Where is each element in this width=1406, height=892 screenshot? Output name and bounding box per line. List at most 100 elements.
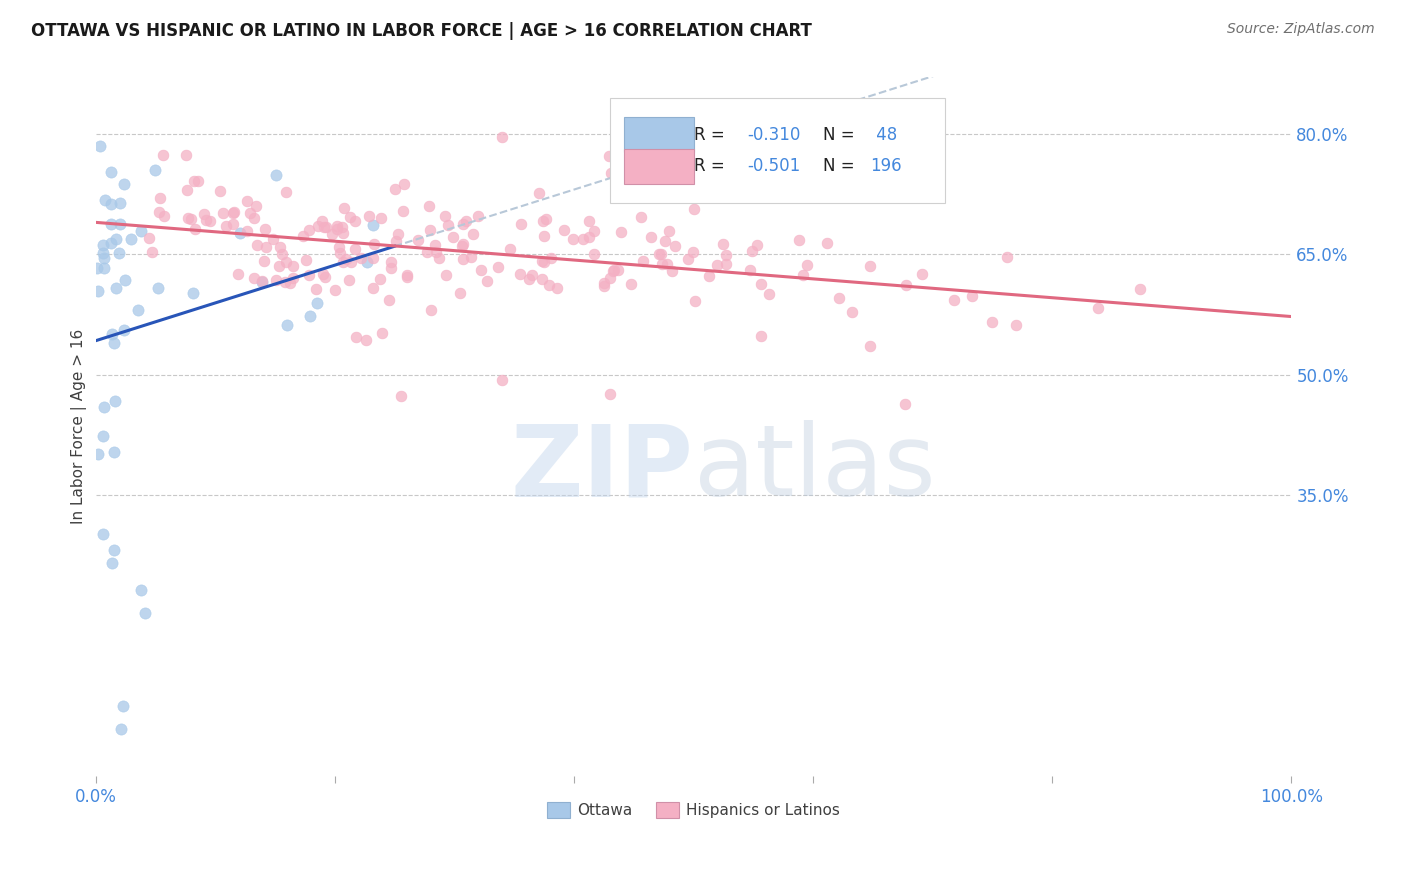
Point (177, 211, 200, 225)
Text: R =: R = (693, 126, 730, 144)
Point (578, 230, 600, 244)
Point (706, 258, 728, 272)
Point (86, 260, 108, 275)
Point (114, 273, 136, 287)
Point (789, 233, 811, 247)
Point (510, 218, 533, 232)
Point (253, 253, 276, 268)
Point (491, 130, 513, 145)
Point (340, 255, 363, 269)
Point (683, 294, 706, 309)
Point (236, 223, 259, 237)
Point (339, 211, 361, 225)
Point (187, 174, 209, 188)
Point (460, 250, 482, 264)
Point (111, 698, 134, 713)
Point (110, 217, 132, 231)
Point (146, 281, 169, 295)
Text: 48: 48 (870, 126, 897, 144)
Point (517, 272, 540, 286)
Point (682, 202, 704, 216)
Point (344, 243, 367, 257)
Point (387, 227, 409, 241)
Point (264, 273, 287, 287)
Point (491, 373, 513, 387)
Point (283, 271, 305, 285)
Point (441, 229, 464, 244)
Point (267, 259, 290, 273)
Point (93, 260, 115, 275)
Point (572, 232, 595, 246)
Point (103, 445, 125, 459)
Point (943, 293, 966, 307)
Point (395, 268, 418, 282)
Point (361, 251, 384, 265)
Point (273, 276, 295, 290)
Point (467, 209, 489, 223)
Point (396, 270, 419, 285)
Point (527, 186, 550, 201)
Text: -0.501: -0.501 (748, 157, 800, 175)
FancyBboxPatch shape (624, 117, 693, 153)
Point (449, 286, 471, 301)
Point (357, 209, 380, 223)
Point (326, 222, 349, 236)
Point (100, 217, 122, 231)
Point (370, 326, 392, 340)
Point (392, 203, 415, 218)
Point (193, 207, 215, 221)
Point (676, 252, 699, 266)
Text: ZIP: ZIP (510, 420, 693, 517)
Point (212, 206, 235, 220)
Point (239, 206, 262, 220)
Point (222, 218, 245, 232)
Point (89, 139, 111, 153)
Point (436, 218, 458, 232)
Point (152, 148, 174, 162)
Point (110, 723, 132, 737)
Point (254, 240, 277, 254)
Point (104, 281, 127, 295)
Point (100, 164, 122, 178)
Point (278, 276, 301, 290)
Point (291, 228, 314, 243)
Point (461, 227, 484, 241)
Point (602, 263, 624, 277)
Point (91, 429, 114, 443)
Point (312, 268, 335, 282)
Point (129, 582, 152, 597)
Point (180, 211, 202, 226)
Point (664, 239, 686, 253)
Point (276, 318, 298, 332)
Point (378, 293, 401, 307)
Point (661, 263, 683, 277)
Point (859, 260, 882, 274)
Point (599, 166, 621, 180)
Point (335, 252, 357, 267)
Point (174, 148, 197, 162)
Point (384, 182, 406, 196)
Point (453, 252, 475, 266)
Point (222, 206, 245, 220)
Point (583, 224, 606, 238)
Point (738, 263, 761, 277)
Point (228, 226, 250, 240)
Point (423, 238, 446, 252)
Point (859, 339, 882, 353)
Point (361, 218, 384, 232)
Text: -0.310: -0.310 (748, 126, 800, 144)
Point (134, 606, 156, 620)
Point (533, 255, 555, 269)
Y-axis label: In Labor Force | Age > 16: In Labor Force | Age > 16 (72, 329, 87, 524)
Point (593, 278, 616, 293)
FancyBboxPatch shape (624, 149, 693, 184)
Point (145, 163, 167, 178)
Point (100, 236, 122, 251)
Legend: Ottawa, Hispanics or Latinos: Ottawa, Hispanics or Latinos (541, 797, 846, 824)
Point (332, 255, 354, 269)
Point (650, 247, 672, 261)
Point (250, 274, 273, 288)
Point (298, 268, 321, 283)
Point (274, 254, 297, 268)
Point (181, 286, 204, 301)
